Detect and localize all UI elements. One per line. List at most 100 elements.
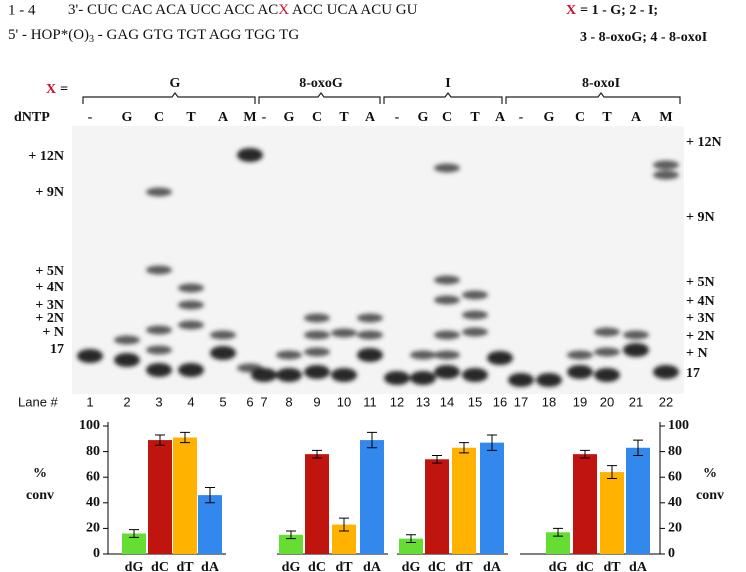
lane-number: 16 — [493, 394, 507, 409]
marker-left: + 4N — [35, 280, 64, 295]
bar — [173, 437, 197, 554]
lane-number: 7 — [260, 394, 267, 409]
primer-seq: 5' - HOP*(O)3 - GAG GTG TGT AGG TGG TG — [8, 27, 299, 45]
bracket — [383, 92, 503, 104]
error-bar — [432, 454, 442, 464]
error-bar — [633, 439, 643, 456]
lane-number: 21 — [629, 394, 643, 409]
band — [434, 330, 460, 340]
band — [594, 327, 620, 337]
error-bar — [553, 527, 563, 537]
dntp: A — [495, 110, 506, 125]
band — [434, 350, 460, 360]
x-tick-label: dG — [282, 560, 301, 572]
lane-number: 13 — [416, 394, 430, 409]
band — [77, 349, 103, 363]
lanes-range: 1 - 4 — [8, 2, 36, 18]
bar — [360, 440, 384, 554]
marker-right: + 2N — [686, 329, 715, 344]
lane-label: Lane # — [18, 394, 59, 409]
dntp: C — [575, 110, 585, 125]
seq-part: 3'- CUC CAC ACA UCC ACC AC — [68, 2, 278, 18]
band — [462, 290, 488, 300]
marker-left: + N — [42, 325, 64, 340]
marker-left: + 5N — [35, 264, 64, 279]
band — [210, 346, 236, 360]
band — [276, 368, 302, 382]
y-tick-label: 20 — [86, 521, 100, 536]
x-mark: X — [46, 82, 56, 97]
error-bar — [155, 434, 165, 446]
dntp: M — [659, 110, 672, 125]
error-bar — [339, 517, 349, 532]
x-eq: = — [60, 82, 68, 97]
band — [594, 368, 620, 382]
y-tick-label: 20 — [668, 521, 682, 536]
key-x: X — [566, 3, 576, 18]
band — [434, 163, 460, 173]
dntp: M — [243, 110, 256, 125]
band — [178, 283, 204, 293]
band — [178, 320, 204, 330]
seq-x: X — [278, 2, 289, 18]
band — [276, 350, 302, 360]
x-tick-label: dA — [201, 560, 220, 572]
dntp: - — [519, 110, 524, 125]
error-bar — [286, 530, 296, 540]
dntp: C — [312, 110, 322, 125]
band — [594, 347, 620, 357]
y-tick-label: 40 — [668, 495, 682, 510]
dntp: - — [88, 110, 93, 125]
error-bar — [205, 486, 215, 504]
band — [384, 371, 410, 385]
lane-number: 10 — [337, 394, 351, 409]
lane-number: 19 — [573, 394, 587, 409]
x-tick-label: dC — [308, 560, 326, 572]
band — [210, 330, 236, 340]
band — [178, 363, 204, 377]
x-tick-label: dA — [363, 560, 382, 572]
marker-right: + 9N — [686, 210, 715, 225]
group-label: G — [170, 76, 181, 91]
y-tick-label: 0 — [93, 546, 100, 561]
marker-right: + N — [686, 346, 708, 361]
error-bar — [487, 434, 497, 451]
error-bar — [312, 449, 322, 459]
brackets — [82, 92, 681, 104]
marker-right: + 5N — [686, 275, 715, 290]
bar — [399, 538, 423, 554]
bar — [452, 447, 476, 554]
lane-number: 5 — [219, 394, 226, 409]
dntp: T — [186, 110, 196, 125]
band — [251, 368, 277, 382]
bar — [148, 440, 172, 554]
x-label: X = — [46, 82, 68, 97]
band — [146, 325, 172, 335]
dntp: T — [602, 110, 612, 125]
band — [567, 365, 593, 379]
y-label: conv — [26, 488, 54, 503]
band — [304, 347, 330, 357]
band — [357, 330, 383, 340]
band — [567, 350, 593, 360]
bracket — [82, 92, 256, 104]
band — [304, 365, 330, 379]
y-tick-label: 60 — [86, 469, 100, 484]
dntp: - — [395, 110, 400, 125]
y-tick-label: 40 — [86, 495, 100, 510]
lane-number: 22 — [659, 394, 673, 409]
gel-bands — [77, 148, 679, 387]
bar — [122, 533, 146, 554]
lane-number: 9 — [313, 394, 320, 409]
band — [146, 187, 172, 197]
x-tick-label: dT — [335, 560, 353, 572]
dntp: G — [284, 110, 295, 125]
marker-left: + 9N — [35, 185, 64, 200]
x-tick-label: dG — [125, 560, 144, 572]
band — [487, 351, 513, 365]
band — [146, 265, 172, 275]
band — [410, 350, 436, 360]
bar — [305, 454, 329, 554]
lane-number: 3 — [155, 394, 162, 409]
band — [304, 313, 330, 323]
